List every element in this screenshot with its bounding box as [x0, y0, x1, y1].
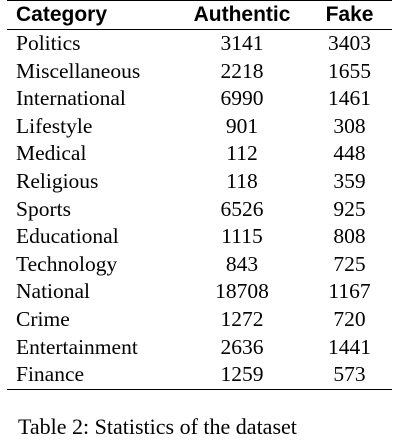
fake-cell: 1167 — [328, 279, 371, 304]
fake-cell: 725 — [333, 251, 366, 276]
authentic-cell: 901 — [225, 113, 259, 138]
fake-cell: 1441 — [328, 334, 371, 359]
category-cell: Finance — [16, 362, 85, 387]
authentic-cell: 1259 — [220, 362, 264, 387]
fake-cell: 308 — [333, 113, 366, 138]
authentic-cell: 843 — [225, 251, 259, 276]
category-cell: Technology — [16, 251, 118, 276]
authentic-cell: 6526 — [220, 196, 264, 221]
authentic-cell: 118 — [226, 168, 258, 193]
category-cell: Miscellaneous — [16, 58, 141, 83]
table-row: Educational 1115 808 — [7, 223, 392, 251]
table-row: Entertainment 2636 1441 — [7, 334, 392, 362]
table-row: International 6990 1461 — [7, 85, 392, 113]
authentic-cell: 1272 — [220, 306, 264, 331]
authentic-cell: 1115 — [221, 224, 263, 249]
header-fake: Fake — [325, 3, 374, 26]
category-cell: Educational — [16, 224, 119, 249]
authentic-cell: 18708 — [215, 279, 269, 304]
table-row: Crime 1272 720 — [7, 306, 392, 334]
authentic-cell: 6990 — [220, 86, 264, 111]
header-authentic: Authentic — [193, 3, 291, 26]
table-row: Technology 843 725 — [7, 251, 392, 279]
statistics-table-container: Category Authentic Fake Politics 3141 34… — [7, 0, 392, 390]
category-cell: Religious — [16, 168, 99, 193]
table-header: Category Authentic Fake — [7, 0, 392, 30]
fake-cell: 359 — [333, 168, 366, 193]
header-row: Category Authentic Fake — [7, 0, 392, 30]
table-row: Lifestyle 901 308 — [7, 113, 392, 141]
table-body: Politics 3141 3403 Miscellaneous 2218 16… — [7, 30, 392, 390]
table-row: Finance 1259 573 — [7, 361, 392, 390]
category-cell: Sports — [16, 196, 71, 221]
fake-cell: 448 — [333, 141, 366, 166]
category-cell: Medical — [16, 141, 87, 166]
fake-cell: 720 — [333, 306, 366, 331]
statistics-table: Category Authentic Fake Politics 3141 34… — [7, 0, 392, 390]
fake-cell: 925 — [333, 196, 366, 221]
table-row: National 18708 1167 — [7, 278, 392, 306]
authentic-cell: 2636 — [220, 334, 264, 359]
authentic-cell: 3141 — [220, 31, 264, 55]
category-cell: Politics — [16, 31, 81, 55]
fake-cell: 3403 — [328, 31, 371, 55]
table-row: Politics 3141 3403 — [7, 30, 392, 58]
fake-cell: 573 — [333, 362, 366, 387]
table-row: Religious 118 359 — [7, 168, 392, 196]
category-cell: Lifestyle — [16, 113, 93, 138]
table-caption: Table 2: Statistics of the dataset — [18, 414, 297, 439]
authentic-cell: 112 — [226, 141, 258, 166]
category-cell: National — [16, 279, 91, 304]
category-cell: International — [16, 86, 126, 111]
table-row: Medical 112 448 — [7, 140, 392, 168]
authentic-cell: 2218 — [220, 58, 264, 83]
fake-cell: 1461 — [328, 86, 371, 111]
table-row: Sports 6526 925 — [7, 196, 392, 224]
fake-cell: 808 — [333, 224, 366, 249]
table-row: Miscellaneous 2218 1655 — [7, 58, 392, 86]
fake-cell: 1655 — [328, 58, 371, 83]
header-category: Category — [16, 3, 108, 26]
category-cell: Crime — [16, 306, 70, 331]
category-cell: Entertainment — [16, 334, 138, 359]
